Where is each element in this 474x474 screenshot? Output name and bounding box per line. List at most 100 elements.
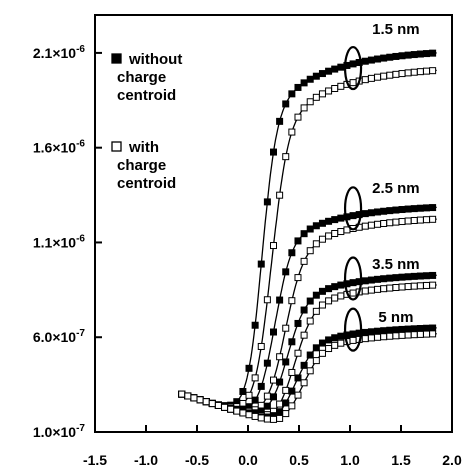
data-point <box>367 209 375 217</box>
data-point <box>380 219 388 227</box>
data-point <box>282 100 290 108</box>
data-point <box>361 328 369 336</box>
series-layer <box>178 49 437 423</box>
data-point <box>361 335 369 343</box>
data-point <box>282 358 290 366</box>
data-point <box>276 117 284 125</box>
data-point <box>416 204 424 212</box>
data-point <box>276 296 284 304</box>
data-point <box>294 319 302 327</box>
data-point <box>429 324 437 332</box>
data-point <box>251 396 259 404</box>
data-point <box>318 339 326 347</box>
data-point <box>367 286 375 294</box>
data-point <box>300 379 308 387</box>
data-point <box>300 257 308 265</box>
data-point <box>190 394 198 402</box>
data-point <box>386 53 394 61</box>
data-point <box>325 67 333 75</box>
data-point <box>386 274 394 282</box>
data-point <box>374 333 382 341</box>
data-point <box>331 65 339 73</box>
data-point <box>429 215 437 223</box>
data-point <box>306 367 314 375</box>
data-point <box>416 325 424 333</box>
data-point <box>288 90 296 98</box>
data-point <box>251 412 259 420</box>
data-point <box>331 229 339 237</box>
data-point <box>331 216 339 224</box>
data-point <box>294 113 302 121</box>
data-point <box>288 128 296 136</box>
data-point <box>245 364 253 372</box>
data-point <box>318 301 326 309</box>
data-point <box>306 317 314 325</box>
data-point <box>312 240 320 248</box>
data-point <box>318 70 326 78</box>
data-point <box>374 327 382 335</box>
data-point <box>398 52 406 60</box>
data-point <box>374 220 382 228</box>
legend-text-line: charge <box>117 157 166 174</box>
data-point <box>276 414 284 422</box>
data-point <box>404 69 412 77</box>
axis-layer: -1.5 -1.0 -0.5 0.0 0.5 1.0 1.5 2.0 1.0×10-7 6.0×1… <box>33 44 462 468</box>
data-point <box>398 218 406 226</box>
data-point <box>221 403 229 411</box>
x-tick-label: 1.5 <box>391 452 411 468</box>
data-point <box>337 63 345 71</box>
data-point <box>404 217 412 225</box>
data-point <box>312 307 320 315</box>
data-point <box>398 325 406 333</box>
group-ellipse <box>343 45 363 91</box>
data-point <box>404 283 412 291</box>
data-point <box>288 387 296 395</box>
legend-text-line: without <box>128 51 182 68</box>
data-point <box>331 85 339 93</box>
data-point <box>416 272 424 280</box>
data-point <box>294 83 302 91</box>
legend-text-line: with <box>128 139 159 156</box>
data-point <box>374 208 382 216</box>
data-point <box>386 207 394 215</box>
data-point <box>392 70 400 78</box>
data-point <box>423 216 430 224</box>
data-point <box>300 79 308 87</box>
data-point <box>392 274 400 282</box>
data-point <box>294 349 302 357</box>
data-point <box>367 56 375 64</box>
data-point <box>239 399 247 407</box>
data-point <box>410 331 418 339</box>
data-point <box>202 398 210 406</box>
x-tick-label: -1.0 <box>134 452 158 468</box>
data-point <box>196 396 204 404</box>
data-point <box>239 409 247 417</box>
data-point <box>245 411 253 419</box>
data-point <box>306 351 314 359</box>
data-point <box>374 55 382 63</box>
data-point <box>282 399 290 407</box>
thickness-label: 1.5 nm <box>372 21 420 38</box>
data-point <box>270 328 277 336</box>
data-point <box>337 332 345 340</box>
legend-text-line: centroid <box>117 87 176 104</box>
data-point <box>270 242 277 250</box>
data-point <box>318 349 326 357</box>
data-point <box>349 279 357 287</box>
data-point <box>386 332 394 340</box>
data-point <box>386 71 394 79</box>
data-point <box>423 204 430 212</box>
data-point <box>318 90 326 98</box>
data-point <box>337 214 345 222</box>
data-point <box>410 272 418 280</box>
data-point <box>392 218 400 226</box>
data-point <box>306 247 314 255</box>
plot-border <box>94 14 453 433</box>
data-point <box>380 333 388 341</box>
data-point <box>392 52 400 60</box>
data-point <box>398 70 406 78</box>
data-point <box>257 342 265 350</box>
data-point <box>257 414 265 422</box>
data-point <box>245 391 253 399</box>
